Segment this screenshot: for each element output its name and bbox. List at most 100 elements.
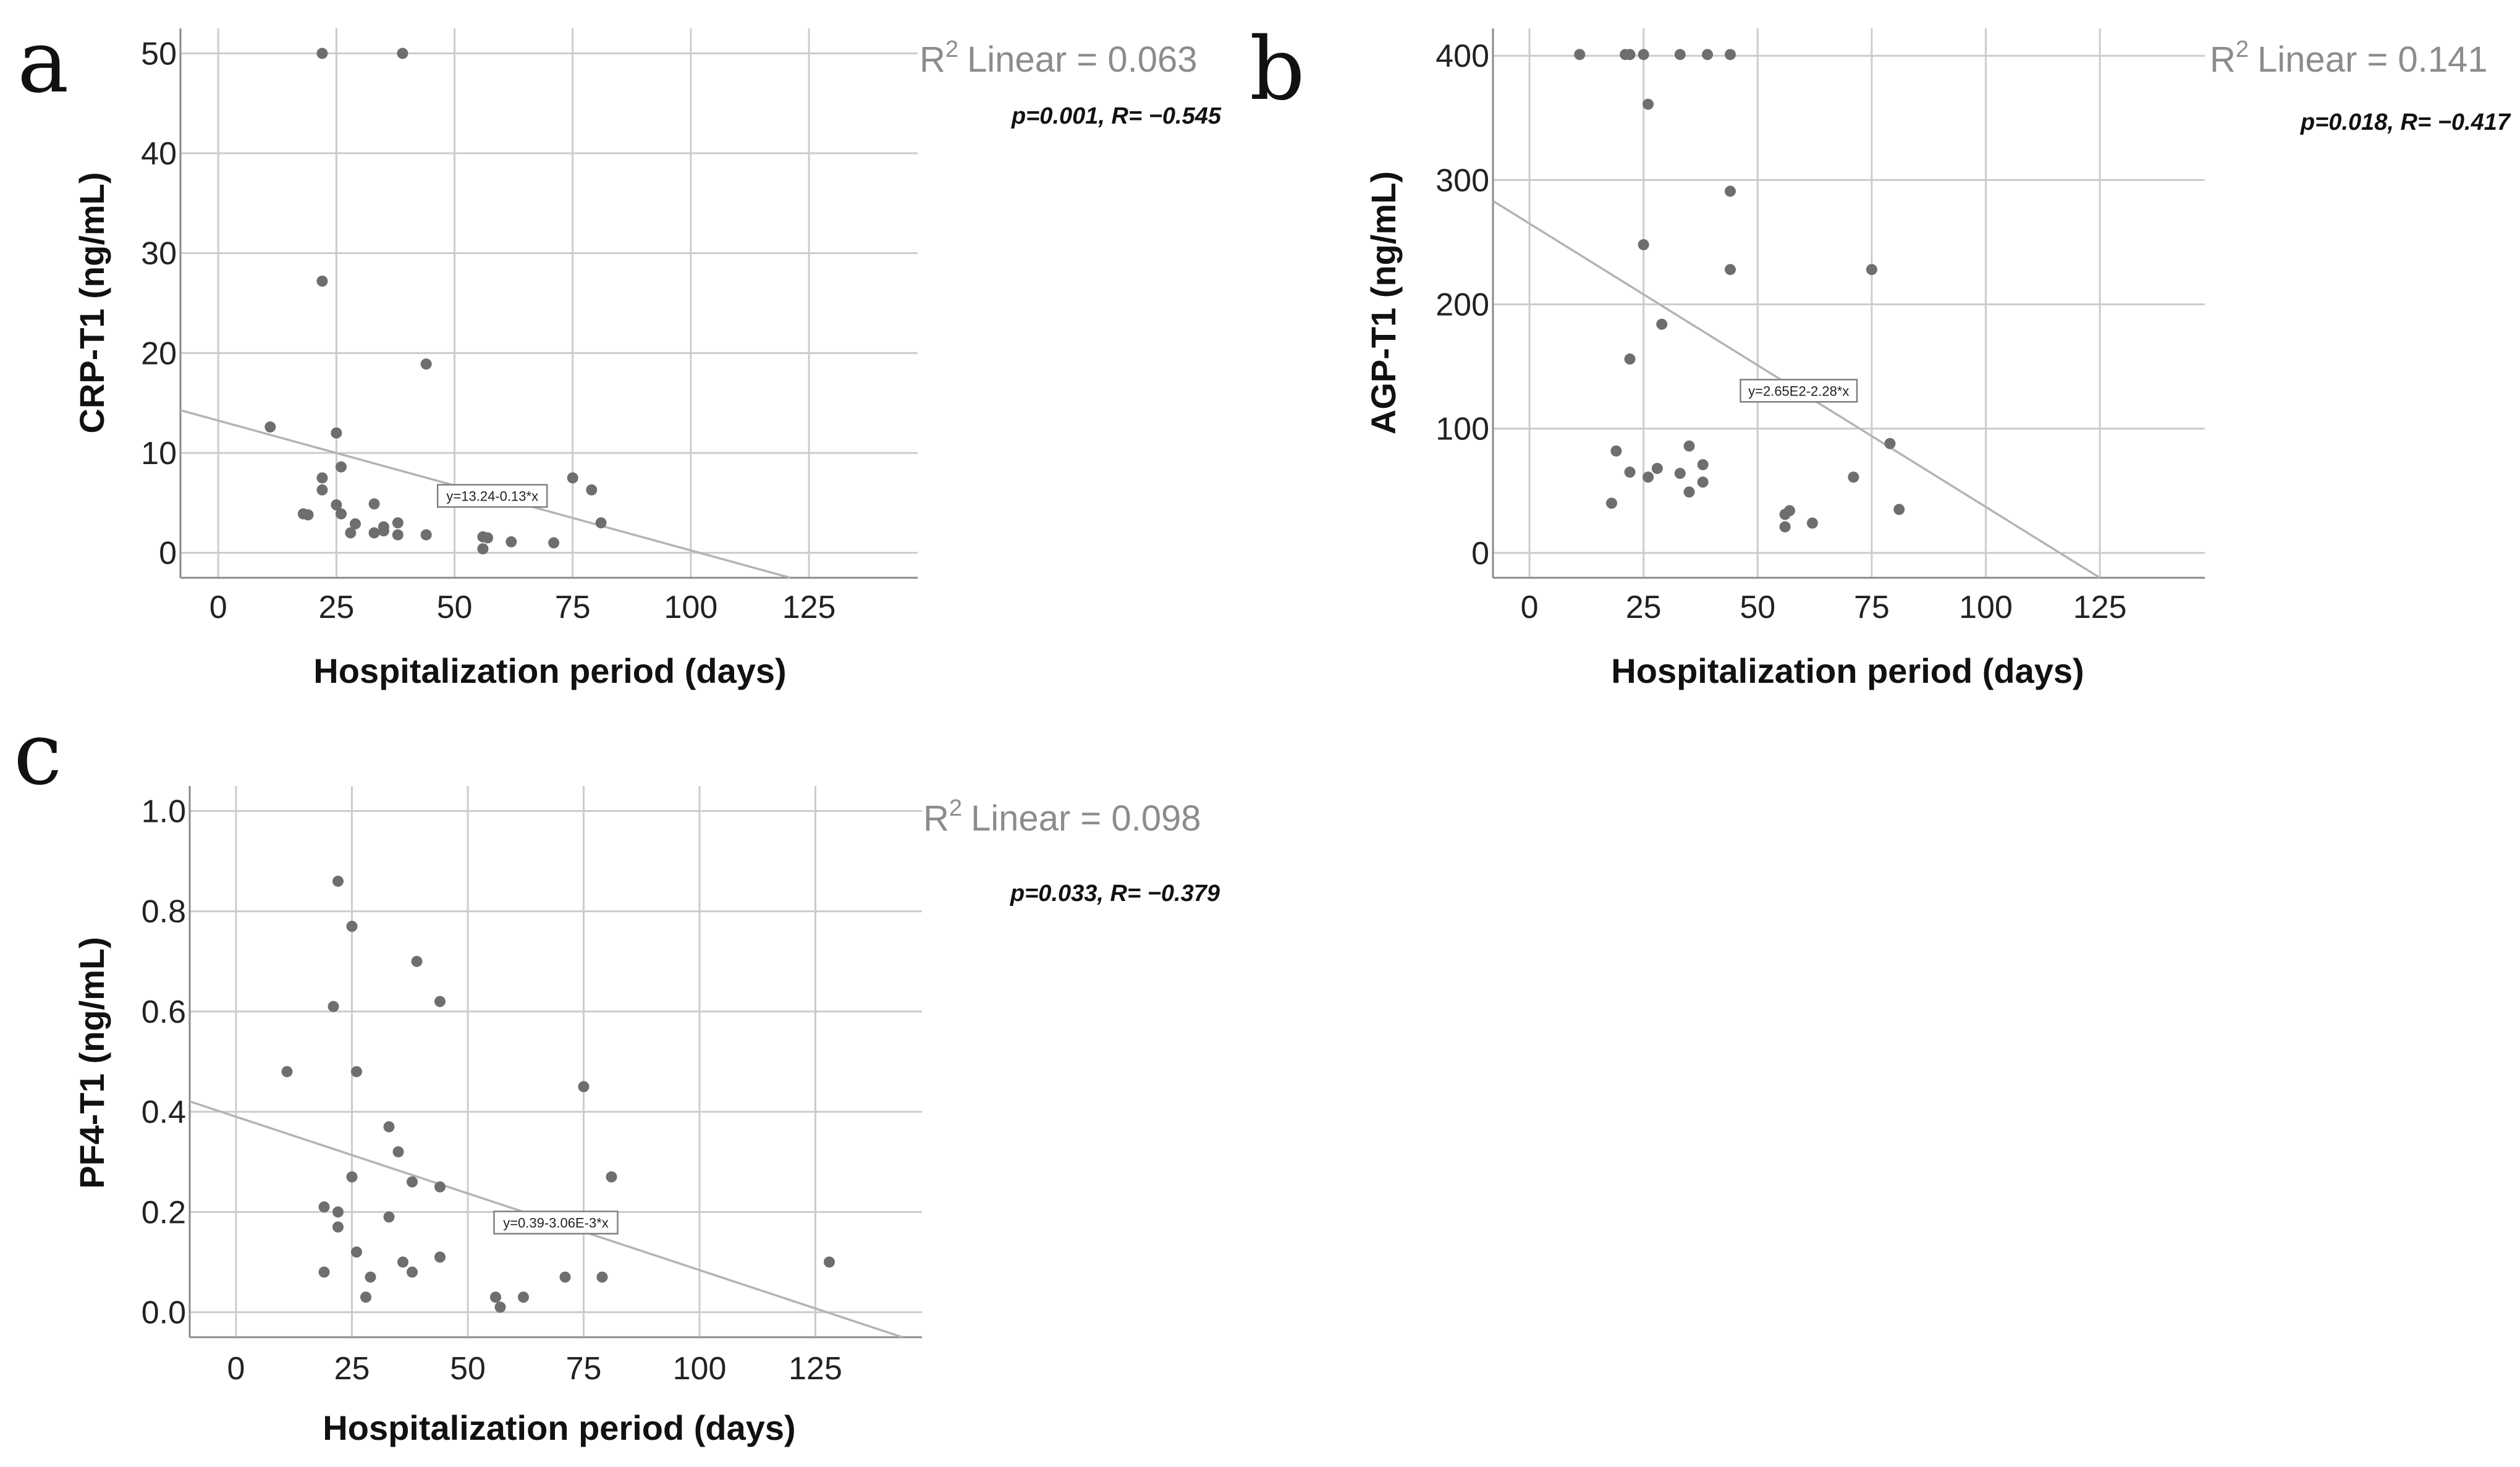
panel-b-data-point — [1784, 505, 1795, 517]
panel-c-data-point — [351, 1066, 362, 1078]
panel-b-data-point — [1779, 521, 1791, 533]
panel-c-data-point — [606, 1171, 617, 1183]
panel-c-data-point — [407, 1266, 418, 1278]
panel-a-data-point — [264, 421, 276, 433]
panel-a-data-point — [477, 543, 489, 555]
panel-c-data-point — [383, 1211, 395, 1223]
panel-b-data-point — [1725, 264, 1736, 276]
panel-c-y-tick-label: 1.0 — [142, 794, 186, 830]
panel-a-data-point — [392, 517, 404, 529]
panel-b-data-point — [1697, 459, 1709, 470]
panel-b-letter: b — [1249, 19, 1305, 120]
panel-b-y-tick-label: 100 — [1435, 412, 1489, 447]
panel-a-data-point — [392, 529, 404, 541]
panel-a-x-tick-label: 125 — [782, 590, 836, 625]
panel-b-x-tick-label: 100 — [1959, 590, 2013, 625]
panel-b-data-point — [1674, 468, 1686, 480]
panel-a-data-point — [548, 537, 560, 549]
panel-b-scatter: b R2 Linear = 0.141 p=0.018, R= −0.417 y=… — [1249, 19, 2511, 690]
panel-a-y-tick-label: 20 — [141, 336, 177, 371]
panel-c-data-point — [407, 1176, 418, 1188]
panel-b-data-point — [1848, 471, 1859, 483]
panel-a-data-point — [397, 48, 408, 59]
panel-a-x-tick-label: 50 — [437, 590, 473, 625]
panel-b-equation-box — [1740, 379, 1858, 403]
panel-a-data-point — [482, 532, 494, 544]
panel-c-data-point — [318, 1201, 330, 1213]
panel-c-data-point — [518, 1292, 529, 1303]
panel-c-equation-box — [493, 1211, 619, 1235]
panel-c-data-point — [596, 1271, 608, 1283]
panel-a-equation-box — [436, 484, 548, 508]
panel-c-data-point — [434, 996, 446, 1007]
panel-b-y-tick-label: 400 — [1435, 38, 1489, 74]
panel-c-data-point — [346, 1171, 358, 1183]
panel-b-x-axis-title: Hospitalization period (days) — [1611, 651, 2084, 690]
panel-a-data-point — [595, 517, 607, 529]
panel-b-data-point — [1606, 497, 1617, 509]
panel-a-data-point — [331, 499, 342, 511]
panel-b-data-point — [1884, 438, 1896, 449]
panel-a-data-point — [316, 48, 328, 59]
panel-a-data-point — [316, 275, 328, 287]
panel-b-data-point — [1638, 49, 1649, 61]
panel-b-data-point — [1624, 49, 1636, 61]
panel-c-data-point — [351, 1246, 362, 1258]
panel-c-x-tick-label: 0 — [227, 1351, 245, 1387]
panel-c-x-tick-label: 25 — [334, 1351, 370, 1387]
panel-a-x-tick-label: 0 — [209, 590, 227, 625]
panel-c-data-point — [332, 876, 344, 887]
panel-c-data-point — [490, 1292, 501, 1303]
panel-b-r2-label: R2 Linear = 0.141 — [2210, 36, 2488, 80]
panel-b-x-tick-label: 125 — [2073, 590, 2127, 625]
panel-a-data-point — [331, 427, 342, 439]
panel-b-data-point — [1624, 467, 1636, 478]
panel-b-y-axis-title: AGP-T1 (ng/mL) — [1364, 171, 1403, 434]
panel-b-data-point — [1725, 185, 1736, 197]
panel-c-data-point — [346, 921, 358, 932]
panel-a-y-tick-label: 30 — [141, 236, 177, 272]
panel-c-scatter: c R2 Linear = 0.098 p=0.033, R= −0.379 y=… — [14, 704, 1220, 1447]
panel-a-data-point — [368, 527, 380, 539]
panel-a-data-point — [316, 472, 328, 484]
panel-a-data-point — [302, 509, 314, 521]
panel-c-equation-label: y=0.39-3.06E-3*x — [503, 1215, 609, 1230]
panel-a-data-point — [336, 461, 347, 473]
panel-a-data-point — [316, 484, 328, 496]
panel-a-scatter: a R2 Linear = 0.063 p=0.001, R= −0.545 y=… — [17, 12, 1222, 690]
panel-a-data-point — [420, 529, 432, 541]
panel-b-data-point — [1674, 49, 1686, 61]
panel-a-x-tick-label: 75 — [555, 590, 591, 625]
panel-b-data-point — [1683, 440, 1695, 452]
panel-c-data-point — [397, 1256, 408, 1268]
panel-c-y-tick-label: 0.4 — [142, 1094, 186, 1130]
panel-b-y-tick-label: 0 — [1471, 536, 1489, 572]
panel-c-x-axis-title: Hospitalization period (days) — [323, 1408, 795, 1447]
panel-c-data-point — [332, 1206, 344, 1218]
panel-b-data-point — [1638, 239, 1649, 250]
panel-c-data-point — [332, 1221, 344, 1233]
panel-c-letter: c — [14, 704, 62, 805]
panel-b-x-tick-label: 25 — [1626, 590, 1662, 625]
panel-a-data-point — [505, 536, 517, 547]
panel-b-stats: p=0.018, R= −0.417 — [2300, 109, 2511, 135]
panel-c-data-point — [360, 1292, 371, 1303]
panel-b-data-point — [1610, 445, 1622, 457]
panel-c-x-tick-label: 100 — [673, 1351, 727, 1387]
panel-c-data-point — [494, 1301, 506, 1313]
panel-a-x-tick-label: 25 — [318, 590, 354, 625]
panel-c-y-tick-label: 0.8 — [142, 894, 186, 930]
panel-a-letter: a — [17, 12, 69, 112]
panel-b-data-point — [1643, 98, 1654, 110]
panel-c-y-tick-label: 0.2 — [142, 1194, 186, 1230]
panel-b-data-point — [1643, 471, 1654, 483]
panel-b-x-tick-label: 0 — [1521, 590, 1539, 625]
panel-b-data-point — [1806, 517, 1818, 529]
panel-c-data-point — [434, 1251, 446, 1263]
panel-b-data-point — [1683, 486, 1695, 498]
panel-a-data-point — [368, 498, 380, 510]
panel-b-equation-label: y=2.65E2-2.28*x — [1748, 383, 1849, 399]
panel-c-y-axis-title: PF4-T1 (ng/mL) — [72, 937, 111, 1189]
panel-c-data-point — [383, 1121, 395, 1133]
